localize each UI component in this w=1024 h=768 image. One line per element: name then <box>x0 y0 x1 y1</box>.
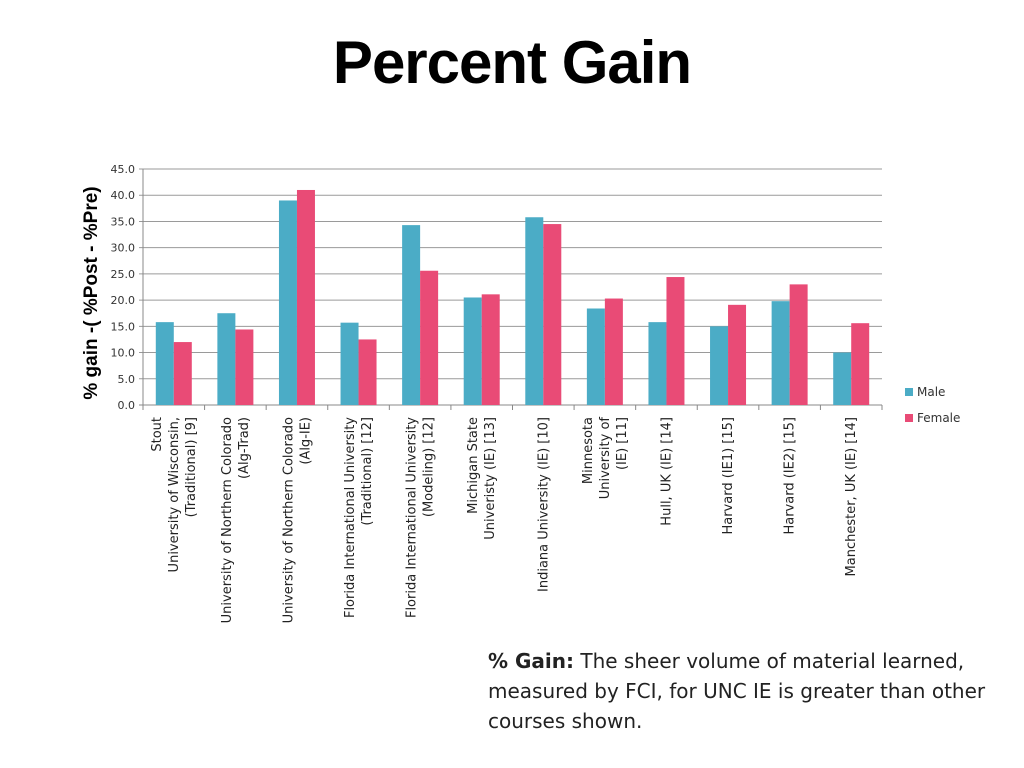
y-tick-label: 40.0 <box>111 189 136 202</box>
bar-male <box>155 322 174 405</box>
x-category-label: (IE) [11] <box>615 417 630 470</box>
x-category-label: Florida International University <box>405 417 420 618</box>
bar-female <box>604 298 623 405</box>
y-tick-label: 5.0 <box>118 373 136 386</box>
x-category-label: Indiana University (IE) [10] <box>536 417 551 592</box>
y-tick-label: 20.0 <box>111 294 136 307</box>
x-category-label: University of Northern Colorado <box>281 417 296 623</box>
x-category-label: (Alg-Trad) <box>237 417 252 479</box>
bar-female <box>543 224 562 405</box>
bar-male <box>771 301 790 405</box>
x-category-label: Florida International University <box>343 417 358 618</box>
caption-label: % Gain: <box>488 649 575 673</box>
bar-male <box>525 217 544 405</box>
y-tick-label: 30.0 <box>111 242 136 255</box>
bar-male <box>402 225 421 405</box>
bar-female <box>235 329 254 405</box>
x-category-label: Manchester, UK (IE) [14] <box>844 417 859 576</box>
bar-female <box>789 284 808 405</box>
x-category-label: (Modeling) [12] <box>422 417 437 517</box>
bar-male <box>833 352 852 405</box>
x-category-label: University of Wisconsin, <box>167 417 182 572</box>
y-tick-label: 25.0 <box>111 268 136 281</box>
x-category-label: (Traditional) [12] <box>360 417 375 526</box>
bar-male <box>586 308 605 405</box>
x-category-label: Minnesota <box>581 417 596 484</box>
legend-label-male: Male <box>917 385 945 399</box>
bar-male <box>710 326 729 405</box>
x-category-label: (Traditional) [9] <box>184 417 199 517</box>
y-tick-label: 10.0 <box>111 347 136 360</box>
legend-swatch-female <box>905 414 913 422</box>
x-category-label: University of <box>598 417 613 500</box>
x-category-label: (Alg-IE) <box>298 417 313 465</box>
x-category-label: Univeristy (IE) [13] <box>483 417 498 540</box>
bar-female <box>481 294 500 405</box>
legend-label-female: Female <box>917 411 960 425</box>
bar-male <box>278 200 297 405</box>
x-category-label: University of Northern Colorado <box>220 417 235 623</box>
bar-female <box>358 339 377 405</box>
slide-title: Percent Gain <box>332 29 692 96</box>
x-category-label: Michigan State <box>466 417 481 514</box>
x-category-label: Stout <box>150 417 165 452</box>
bar-male <box>648 322 667 405</box>
x-category-label: Harvard (IE1) [15] <box>721 417 736 535</box>
bar-female <box>296 189 315 405</box>
x-category-label: Harvard (IE2) [15] <box>783 417 798 535</box>
bar-female <box>420 270 439 405</box>
bar-male <box>340 322 359 405</box>
bar-male <box>463 297 482 405</box>
y-axis-title: % gain -( %Post - %Pre) <box>81 186 102 399</box>
legend-swatch-male <box>905 388 913 396</box>
bar-male <box>217 313 236 405</box>
caption-text: The sheer volume of material learned, me… <box>488 649 986 733</box>
bar-female <box>173 342 192 405</box>
bar-female <box>851 323 870 405</box>
bar-female <box>666 277 685 405</box>
y-tick-label: 15.0 <box>111 320 136 333</box>
y-tick-label: 35.0 <box>111 215 136 228</box>
caption: % Gain: The sheer volume of material lea… <box>488 646 988 736</box>
bar-female <box>728 304 747 405</box>
y-tick-label: 0.0 <box>118 399 136 412</box>
x-category-label: Hull, UK (IE) [14] <box>659 417 674 526</box>
y-tick-label: 45.0 <box>111 163 136 176</box>
